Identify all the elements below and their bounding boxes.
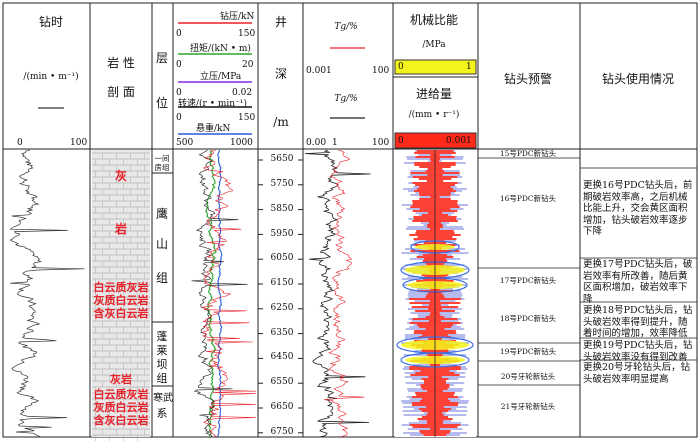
tg-label-bottom: Tg/% <box>334 94 358 104</box>
formation-label: 坝 <box>156 358 168 371</box>
lithology-title: 岩 性 <box>107 56 135 70</box>
depth-tick: 6150 <box>270 278 294 288</box>
depth-unit: /m <box>273 115 289 129</box>
depth-tick: 6250 <box>270 303 294 313</box>
lithology-subtitle: 剖 面 <box>107 85 135 99</box>
tg-top-scale-min: 0.001 <box>306 66 332 76</box>
depth-tick: 6550 <box>270 377 294 387</box>
feed-scale-min: 0 <box>398 136 404 146</box>
depth-tick: 5850 <box>270 204 294 214</box>
lithology-label: 岩 <box>114 222 128 236</box>
hookload-scale-min: 500 <box>176 138 194 148</box>
lithology-label: 含灰白云岩 <box>93 307 149 320</box>
mse-scale-max: 1 <box>466 62 472 72</box>
lithology-label: 灰岩 <box>110 373 132 386</box>
wob-label: 钻压/kN <box>220 12 255 22</box>
bit-warning: 20号牙轮新钻头 <box>500 372 556 381</box>
lithology-label: 白云质灰岩 <box>93 388 149 401</box>
hookload-curve <box>216 149 223 437</box>
tg-curve-red <box>324 149 365 438</box>
feed-title: 进给量 <box>415 87 453 101</box>
bit-usage-note: 更换17号PDC钻头后，破岩效率有所改善，随后黄区面积增加，破岩效率下降 <box>583 259 693 305</box>
lithology-label: 灰质白云岩 <box>93 401 149 414</box>
feed-scale-max: 0.001 <box>446 136 472 146</box>
tg-bottom-scale-max: 100 <box>372 138 390 148</box>
mse-title: 机械比能 <box>409 13 459 27</box>
formation-label: 组 <box>155 271 169 285</box>
layer-title-2: 位 <box>155 96 169 110</box>
formation-label: 一间房组 <box>154 154 170 172</box>
bit-warning: 21号牙轮新钻头 <box>500 402 556 411</box>
depth-title-1: 井 <box>274 15 288 29</box>
formation-label: 组 <box>156 372 168 385</box>
formation-label: 山 <box>155 237 169 251</box>
torque-curve <box>205 149 217 437</box>
depth-tick: 5950 <box>270 229 294 239</box>
tg-bottom-scale-mid: 1 <box>332 138 338 148</box>
formation-label: 蓬 <box>156 330 168 343</box>
drill-time-title: 钻时 <box>38 15 64 29</box>
formation-label: 莱 <box>156 344 168 357</box>
feed-unit: /(mm • r⁻¹) <box>408 110 460 120</box>
drill-time-scale-max: 100 <box>70 138 88 148</box>
torque-label: 扭矩/(kN • m) <box>190 44 251 54</box>
depth-tick: 6450 <box>270 352 294 362</box>
lithology-label: 灰质白云岩 <box>93 294 149 307</box>
wob-curve <box>201 149 257 438</box>
bit-usage-note: 更换19号PDC钻头后，钻头破岩效率没有得到改善 <box>583 340 693 363</box>
depth-tick: 6750 <box>270 427 294 437</box>
tg-label-top: Tg/% <box>334 22 358 32</box>
hookload-scale-max: 1000 <box>230 138 253 148</box>
bit-warning: 16号PDC新钻头 <box>499 194 557 203</box>
bit-warning-title: 钻头预警 <box>503 72 553 86</box>
lithology-label: 灰 <box>114 169 128 183</box>
hookload-label: 悬重/kN <box>196 124 231 134</box>
bit-usage-note: 更换20号牙轮钻头后，钻头破岩效率明显提高 <box>583 362 691 385</box>
pressure-label: 立压/MPa <box>200 72 242 82</box>
rpm-scale-min: 0 <box>176 113 182 123</box>
lithology-label: 含灰白云岩 <box>93 414 149 427</box>
formation-label: 寒武 <box>153 393 173 404</box>
wob-scale-max: 150 <box>238 29 256 39</box>
pressure-scale-max: 0.02 <box>232 88 253 98</box>
depth-tick: 6650 <box>270 402 294 412</box>
mse-band <box>394 59 477 75</box>
layer-title-1: 层 <box>155 51 169 65</box>
bit-usage-note: 更换18号PDC钻头后，钻头破岩效率得到提升，随着时间的增加，效率降低 <box>583 305 693 339</box>
bit-usage-title: 钻头使用情况 <box>601 72 675 86</box>
rpm-scale-max: 150 <box>238 113 256 123</box>
wob-scale-min: 0 <box>176 29 182 39</box>
tg-bottom-scale-min: 0.00 <box>306 138 327 148</box>
tg-top-scale-max: 100 <box>372 66 390 76</box>
bit-warning: 19号PDC新钻头 <box>499 347 557 356</box>
drill-time-curve <box>9 149 85 438</box>
pressure-scale-min: 0 <box>176 88 182 98</box>
depth-tick: 5650 <box>270 154 294 164</box>
formation-label: 系 <box>156 407 168 420</box>
rpm-label: 转速/(r • min⁻¹) <box>178 99 247 109</box>
depth-title-2: 深 <box>274 67 288 81</box>
drill-time-unit: /(min • m⁻¹) <box>23 72 79 82</box>
depth-tick: 5750 <box>270 179 294 189</box>
formation-label: 鹰 <box>155 207 169 221</box>
depth-tick: 6350 <box>270 328 294 338</box>
rpm-curve <box>191 149 248 437</box>
torque-scale-max: 20 <box>242 60 254 70</box>
lithology-pattern <box>92 150 150 437</box>
bit-warning: 17号PDC新钻头 <box>499 276 557 285</box>
mse-scale-min: 0 <box>398 62 404 72</box>
bit-warning: 15号PDC新钻头 <box>499 149 557 158</box>
torque-scale-min: 0 <box>176 60 182 70</box>
mse-unit: /MPa <box>422 40 446 50</box>
feed-band <box>394 132 477 149</box>
lithology-label: 白云质灰岩 <box>93 281 149 294</box>
depth-tick: 6050 <box>270 253 294 263</box>
tg-curve-black <box>304 149 371 438</box>
drill-time-scale-min: 0 <box>17 138 23 148</box>
bit-usage-note: 更换16号PDC钻头后，前期破岩效率高，之后机械比能上升，交会黄区面积增加，钻头… <box>583 180 693 237</box>
bit-warning: 18号PDC新钻头 <box>499 314 557 323</box>
